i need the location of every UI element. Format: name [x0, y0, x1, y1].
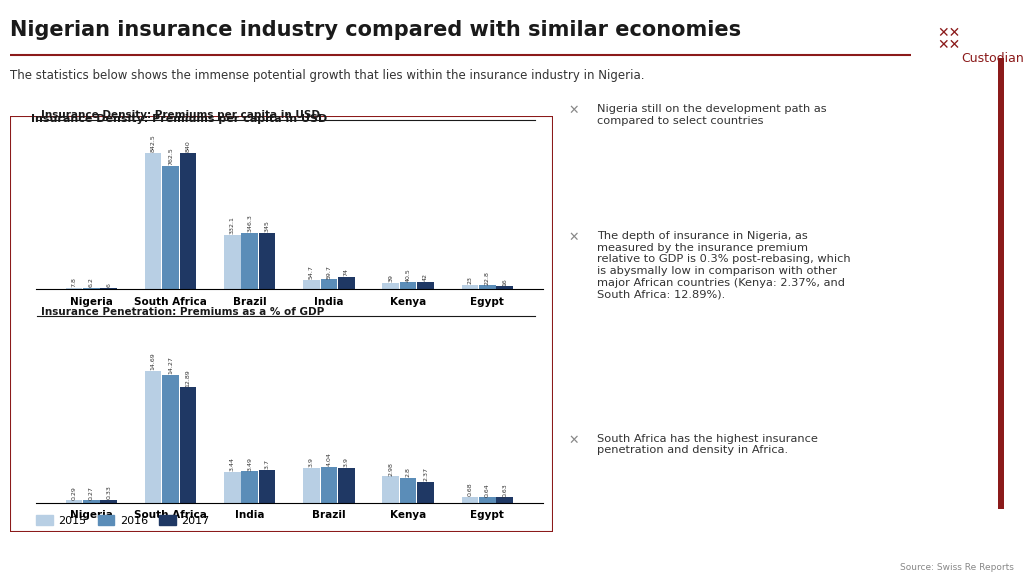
- FancyBboxPatch shape: [997, 0, 1006, 578]
- Text: 4.04: 4.04: [327, 452, 332, 466]
- Text: Insurance Density: Premiums per capita in USD: Insurance Density: Premiums per capita i…: [31, 114, 327, 124]
- Bar: [321, 466, 337, 503]
- Text: 840: 840: [185, 140, 190, 152]
- Text: 0.29: 0.29: [72, 486, 77, 500]
- Bar: [100, 288, 117, 289]
- Bar: [417, 282, 434, 289]
- Text: 3.7: 3.7: [264, 459, 269, 469]
- Bar: [179, 153, 197, 289]
- Text: 39: 39: [388, 274, 393, 282]
- Text: 3.44: 3.44: [229, 457, 234, 472]
- Text: 3.49: 3.49: [247, 457, 252, 471]
- Bar: [399, 283, 417, 289]
- Text: 3.9: 3.9: [309, 457, 314, 468]
- Bar: [83, 288, 99, 289]
- Text: 22.8: 22.8: [484, 271, 489, 284]
- Text: Source: Swiss Re Reports: Source: Swiss Re Reports: [900, 563, 1014, 572]
- Text: 0.27: 0.27: [89, 486, 94, 500]
- Text: Nigerian insurance industry compared with similar economies: Nigerian insurance industry compared wit…: [10, 20, 741, 40]
- Text: ✕✕
✕✕: ✕✕ ✕✕: [938, 26, 961, 52]
- Text: 0.63: 0.63: [502, 483, 507, 497]
- Bar: [66, 500, 82, 503]
- Text: 346.3: 346.3: [247, 214, 252, 232]
- Text: Nigeria still on the development path as
compared to select countries: Nigeria still on the development path as…: [597, 104, 826, 125]
- Bar: [462, 286, 478, 289]
- Bar: [417, 481, 434, 503]
- Text: 2.37: 2.37: [423, 467, 428, 481]
- Bar: [321, 279, 337, 289]
- Bar: [162, 375, 179, 503]
- Text: 0.33: 0.33: [106, 486, 112, 499]
- Text: 6: 6: [106, 283, 112, 287]
- Bar: [179, 387, 197, 503]
- Bar: [242, 472, 258, 503]
- Bar: [497, 497, 513, 503]
- Bar: [259, 469, 275, 503]
- Text: 2.8: 2.8: [406, 468, 411, 477]
- Bar: [399, 477, 417, 503]
- Text: 345: 345: [264, 220, 269, 232]
- Bar: [66, 288, 82, 289]
- Text: 74: 74: [344, 268, 349, 276]
- Bar: [224, 472, 241, 503]
- Text: 16: 16: [502, 278, 507, 286]
- Text: ✕: ✕: [568, 434, 579, 446]
- Bar: [382, 476, 399, 503]
- Bar: [338, 277, 354, 289]
- Bar: [144, 153, 162, 289]
- Text: 0.64: 0.64: [484, 483, 489, 497]
- Text: 14.69: 14.69: [151, 353, 156, 370]
- Text: 40.5: 40.5: [406, 268, 411, 281]
- Bar: [462, 497, 478, 503]
- Text: ✕: ✕: [568, 104, 579, 117]
- Text: 23: 23: [467, 276, 472, 284]
- Text: 59.7: 59.7: [327, 265, 332, 279]
- Bar: [224, 235, 241, 289]
- Text: The depth of insurance in Nigeria, as
measured by the insurance premium
relative: The depth of insurance in Nigeria, as me…: [597, 231, 851, 299]
- Text: 762.5: 762.5: [168, 147, 173, 165]
- Bar: [242, 233, 258, 289]
- Text: 332.1: 332.1: [229, 217, 234, 235]
- Text: ✕: ✕: [568, 231, 579, 244]
- Text: 3.9: 3.9: [344, 457, 349, 468]
- Bar: [162, 165, 179, 289]
- Text: 42: 42: [423, 273, 428, 281]
- Bar: [259, 233, 275, 289]
- Text: 6.2: 6.2: [89, 277, 94, 287]
- Text: Insurance Density: Premiums per capita in USD: Insurance Density: Premiums per capita i…: [41, 110, 319, 120]
- Legend: 2015, 2016, 2017: 2015, 2016, 2017: [36, 516, 210, 526]
- Bar: [479, 286, 496, 289]
- Text: 0.68: 0.68: [467, 483, 472, 497]
- Text: 2.98: 2.98: [388, 462, 393, 476]
- Text: 14.27: 14.27: [168, 356, 173, 374]
- Text: 12.89: 12.89: [185, 369, 190, 387]
- Bar: [382, 283, 399, 289]
- Text: 842.5: 842.5: [151, 134, 156, 152]
- Bar: [338, 468, 354, 503]
- Text: Custodian: Custodian: [961, 52, 1024, 65]
- Bar: [144, 370, 162, 503]
- Bar: [497, 287, 513, 289]
- Text: 7.8: 7.8: [72, 277, 77, 287]
- Bar: [83, 501, 99, 503]
- Text: The statistics below shows the immense potential growth that lies within the ins: The statistics below shows the immense p…: [10, 69, 645, 81]
- Bar: [303, 280, 319, 289]
- Bar: [100, 500, 117, 503]
- Bar: [479, 497, 496, 503]
- Bar: [303, 468, 319, 503]
- Text: 54.7: 54.7: [309, 265, 314, 279]
- Text: Insurance Penetration: Premiums as a % of GDP: Insurance Penetration: Premiums as a % o…: [41, 307, 325, 317]
- Text: South Africa has the highest insurance
penetration and density in Africa.: South Africa has the highest insurance p…: [597, 434, 818, 455]
